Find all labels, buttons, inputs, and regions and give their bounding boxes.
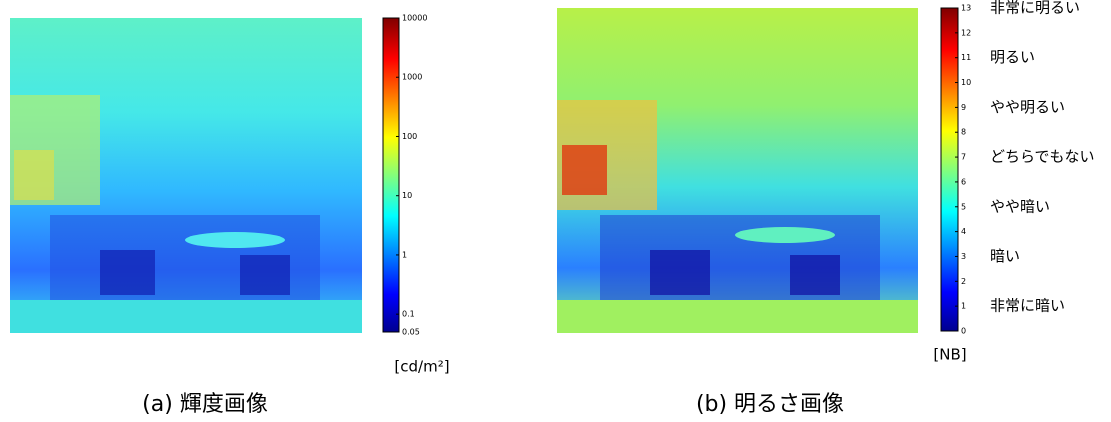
level-label: 非常に暗い	[990, 297, 1065, 315]
unit-label: [cd/m²]	[394, 358, 449, 376]
image-a	[10, 18, 362, 333]
tick-label: 9	[961, 103, 966, 112]
tick-label: 1000	[402, 73, 422, 82]
tick-label: 5	[961, 202, 966, 211]
tick-label: 1	[402, 250, 407, 259]
tick-label: 100	[402, 132, 417, 141]
tick-label: 3	[961, 252, 966, 261]
caption: (a) 輝度画像	[142, 392, 268, 417]
unit-label: [NB]	[933, 346, 966, 364]
tick-label: 4	[961, 227, 966, 236]
tick-label: 7	[961, 153, 966, 162]
tick-label: 0.05	[402, 328, 420, 337]
level-label: やや明るい	[990, 98, 1065, 116]
colorbar	[940, 7, 959, 332]
tick-label: 2	[961, 277, 966, 286]
level-label: どちらでもない	[990, 148, 1095, 166]
caption: (b) 明るさ画像	[696, 392, 844, 417]
tick-label: 8	[961, 128, 966, 137]
tick-label: 10	[402, 191, 412, 200]
level-label: 暗い	[990, 247, 1020, 265]
level-label: 明るい	[990, 48, 1035, 66]
tick-label: 11	[961, 53, 971, 62]
tick-label: 10000	[402, 14, 427, 23]
tick-label: 13	[961, 4, 971, 13]
level-label: やや暗い	[990, 197, 1050, 215]
tick-label: 0	[961, 327, 966, 336]
tick-label: 6	[961, 177, 966, 186]
tick-label: 10	[961, 78, 971, 87]
tick-label: 1	[961, 302, 966, 311]
tick-label: 12	[961, 28, 971, 37]
image-b	[557, 8, 918, 333]
level-label: 非常に明るい	[990, 0, 1080, 17]
tick-label: 0.1	[402, 310, 415, 319]
colorbar	[382, 17, 400, 333]
